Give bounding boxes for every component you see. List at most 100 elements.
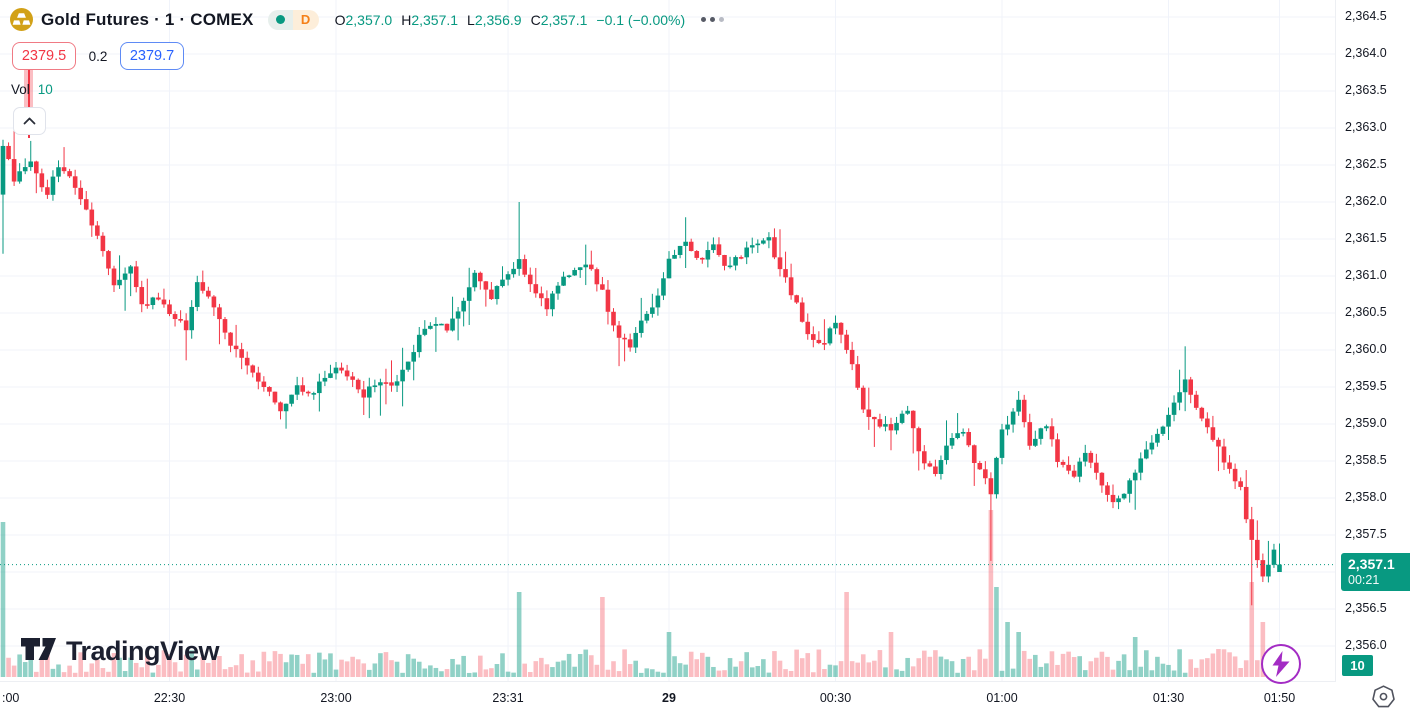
candle <box>772 237 777 258</box>
volume-bar <box>0 522 6 677</box>
settings-gear-button[interactable] <box>1369 685 1397 710</box>
volume-bar <box>827 664 833 677</box>
volume-bar <box>605 669 611 677</box>
volume-bar <box>50 668 56 677</box>
candle <box>661 278 666 296</box>
tradingview-logo-text: TradingView <box>66 636 220 666</box>
candle <box>983 469 988 479</box>
time-axis-label: 01:00 <box>986 691 1018 705</box>
volume-bar <box>172 662 178 677</box>
candle <box>128 266 133 274</box>
volume-bar <box>67 665 72 677</box>
candle <box>111 268 117 286</box>
candle <box>34 161 39 174</box>
candle <box>428 325 433 329</box>
symbol-title[interactable]: Gold Futures · 1 · COMEX <box>41 9 254 29</box>
candle <box>555 285 561 294</box>
close-label: C <box>530 11 541 28</box>
volume-bar <box>705 656 711 677</box>
volume-bar <box>1171 670 1177 677</box>
interval-pill[interactable]: D <box>267 9 319 30</box>
candle <box>883 424 888 427</box>
volume-label[interactable]: Vol <box>11 82 30 97</box>
volume-bar <box>622 649 627 677</box>
candle <box>888 424 894 431</box>
candle <box>394 381 400 386</box>
volume-bar <box>1243 660 1249 677</box>
candle <box>478 272 483 282</box>
volume-bar <box>883 667 888 677</box>
volume-bar <box>145 656 150 677</box>
volume-bar <box>627 664 633 677</box>
volume-bar <box>583 649 589 677</box>
volume-bar <box>1149 670 1155 677</box>
candle <box>1249 519 1255 540</box>
candle <box>200 282 206 291</box>
candle <box>938 460 944 474</box>
candle <box>833 322 838 329</box>
candle <box>161 299 167 305</box>
volume-bar <box>339 659 344 677</box>
candle <box>927 463 933 467</box>
volume-bar <box>239 654 244 677</box>
candle <box>1016 399 1021 412</box>
volume-indicator-legend: Vol 10 <box>11 82 53 97</box>
volume-bar <box>966 656 971 677</box>
candle <box>716 244 722 256</box>
candle <box>261 381 267 388</box>
candle <box>672 254 677 259</box>
volume-bar <box>944 659 949 677</box>
volume-bar <box>1038 666 1044 677</box>
candle <box>228 332 233 346</box>
volume-bar <box>433 667 439 677</box>
volume-bar <box>616 671 622 677</box>
candle <box>494 286 500 300</box>
candle <box>405 361 411 370</box>
volume-bar <box>1205 658 1210 677</box>
volume-bar <box>1016 632 1021 677</box>
price-axis-label: 2,361.0 <box>1345 268 1387 282</box>
volume-bar <box>494 664 500 677</box>
volume-bar <box>611 661 616 677</box>
candle <box>777 257 783 270</box>
time-axis[interactable]: :00 22:30 23:00 23:31 29 00:30 01:00 01:30 01:50 <box>0 681 1336 714</box>
candle <box>106 251 111 269</box>
interval-badge[interactable]: D <box>292 9 319 30</box>
price-axis-label: 2,363.0 <box>1345 120 1387 134</box>
volume-bar <box>150 672 156 677</box>
collapse-panel-button[interactable] <box>13 107 46 135</box>
buy-button[interactable]: 2379.7 <box>120 42 184 70</box>
tradingview-logo-mark <box>21 637 56 660</box>
volume-bar <box>294 654 300 677</box>
candle <box>1066 464 1071 471</box>
candle <box>1005 424 1010 430</box>
candle <box>1255 539 1260 561</box>
volume-bar <box>1060 653 1066 677</box>
sell-button[interactable]: 2379.5 <box>12 42 76 70</box>
volume-bar <box>938 656 944 677</box>
candle <box>633 332 638 348</box>
volume-bar <box>594 664 600 677</box>
tradingview-logo[interactable]: TradingView <box>20 636 220 667</box>
candle <box>489 289 494 300</box>
volume-bar <box>772 651 777 677</box>
candle <box>822 343 827 345</box>
volume-bar <box>1132 637 1138 677</box>
volume-bar <box>655 671 661 677</box>
candle <box>605 289 611 312</box>
volume-bar <box>34 671 39 677</box>
volume-bar <box>300 663 305 677</box>
lightning-bolt-icon <box>1272 651 1290 677</box>
candle <box>78 187 83 200</box>
lightning-button[interactable] <box>1261 644 1301 684</box>
more-options-icon[interactable] <box>697 13 728 26</box>
volume-bar <box>838 661 844 677</box>
volume-bar <box>72 672 78 677</box>
candle <box>899 413 905 423</box>
last-price-value: 2,357.1 <box>1348 556 1395 572</box>
price-axis-label: 2,358.5 <box>1345 453 1387 467</box>
candle <box>11 159 17 182</box>
candle <box>89 209 95 226</box>
low-label: L <box>467 11 475 28</box>
